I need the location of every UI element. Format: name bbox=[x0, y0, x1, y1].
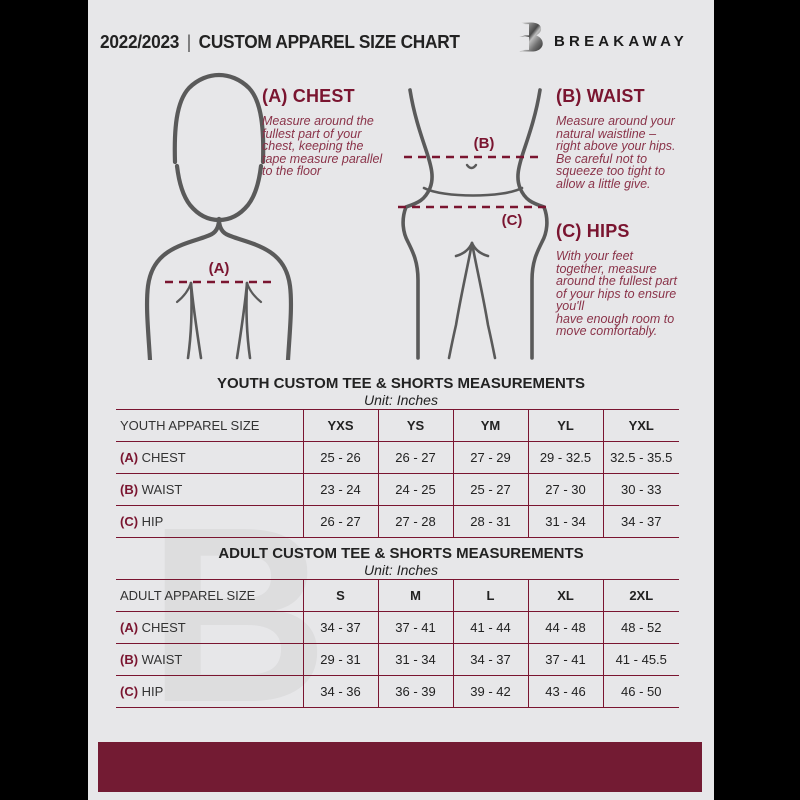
svg-text:(C): (C) bbox=[502, 212, 523, 229]
